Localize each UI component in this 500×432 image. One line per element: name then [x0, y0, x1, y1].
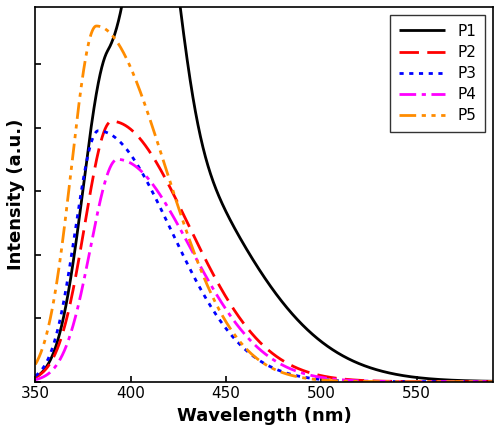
P1: [32, 375, 38, 380]
P2: [393, 379, 399, 384]
Line: P4: P4: [36, 159, 493, 381]
P3: [477, 379, 483, 384]
P1: [255, 265, 261, 270]
P2: [243, 324, 249, 329]
P2: [490, 379, 496, 384]
Y-axis label: Intensity (a.u.): Intensity (a.u.): [7, 119, 25, 270]
P5: [255, 357, 261, 362]
P4: [255, 345, 261, 350]
P1: [56, 334, 62, 340]
P2: [108, 119, 114, 124]
P5: [243, 346, 249, 351]
P1: [477, 378, 483, 384]
Line: P1: P1: [36, 0, 493, 381]
P4: [56, 359, 62, 364]
P4: [393, 379, 399, 384]
Legend: P1, P2, P3, P4, P5: P1, P2, P3, P4, P5: [390, 15, 486, 132]
P4: [477, 379, 483, 384]
P3: [490, 379, 496, 384]
P5: [477, 379, 483, 384]
P2: [477, 379, 483, 384]
Line: P2: P2: [36, 121, 493, 381]
P4: [114, 157, 120, 162]
P4: [477, 379, 483, 384]
P2: [477, 379, 483, 384]
P1: [243, 246, 249, 251]
P2: [255, 338, 261, 343]
P4: [490, 379, 496, 384]
P1: [393, 372, 399, 377]
P5: [32, 362, 38, 367]
P3: [255, 357, 261, 362]
P1: [490, 379, 496, 384]
P3: [243, 348, 249, 353]
P3: [56, 323, 62, 328]
P3: [393, 379, 399, 384]
P3: [96, 128, 102, 133]
X-axis label: Wavelength (nm): Wavelength (nm): [177, 407, 352, 425]
P5: [94, 23, 100, 29]
P3: [32, 373, 38, 378]
P5: [490, 379, 496, 384]
P5: [56, 267, 62, 272]
Line: P5: P5: [36, 26, 493, 381]
P4: [243, 333, 249, 338]
P5: [393, 379, 399, 384]
P2: [32, 375, 38, 380]
P2: [56, 343, 62, 348]
P1: [477, 378, 483, 384]
Line: P3: P3: [36, 131, 493, 381]
P5: [477, 379, 483, 384]
P3: [477, 379, 483, 384]
P4: [32, 377, 38, 382]
